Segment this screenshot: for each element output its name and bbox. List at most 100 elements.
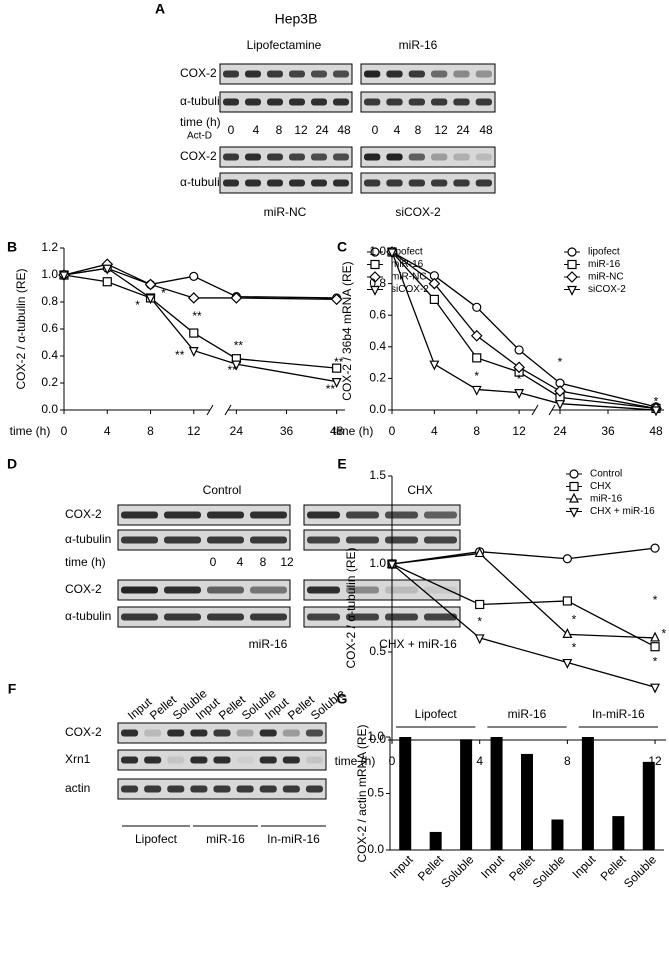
- band: [267, 153, 283, 161]
- band: [250, 586, 287, 594]
- band: [305, 785, 323, 793]
- axis-break: [531, 404, 539, 416]
- marker: [370, 285, 380, 296]
- band: [386, 179, 403, 187]
- band: [190, 785, 208, 793]
- band: [236, 756, 254, 764]
- band: [259, 729, 277, 737]
- label: COX-2: [180, 66, 217, 80]
- y-tick-label: 0.5: [367, 786, 384, 800]
- annotation: *: [558, 355, 563, 369]
- lane-label: 12: [280, 555, 294, 569]
- x-tick-label: 48: [330, 424, 344, 438]
- lane-label: 12: [294, 123, 308, 137]
- marker: [562, 658, 573, 669]
- marker: [650, 642, 660, 652]
- band: [305, 756, 323, 764]
- marker: [562, 554, 572, 564]
- series-line: [391, 563, 656, 648]
- band: [333, 98, 349, 106]
- marker: [144, 278, 157, 291]
- band: [385, 536, 418, 544]
- band: [364, 153, 381, 161]
- marker: [189, 271, 199, 281]
- band: [282, 729, 300, 737]
- bar: [581, 737, 594, 850]
- y-tick-label: 1.5: [369, 468, 386, 482]
- y-tick-label: 0.0: [367, 842, 384, 856]
- marker: [513, 361, 525, 374]
- y-axis-label: COX-2 / 36b4 mRNA (RE): [340, 261, 354, 400]
- band: [250, 536, 287, 544]
- y-tick-label: 0.0: [41, 402, 58, 416]
- x-tick-label: 0: [389, 424, 396, 438]
- y-axis-label: COX-2 / α-tubulin (RE): [14, 269, 28, 390]
- marker: [470, 329, 483, 342]
- panel-letter: D: [7, 456, 17, 472]
- band: [121, 536, 158, 544]
- annotation: *: [572, 641, 577, 655]
- band: [245, 70, 261, 78]
- band: [424, 613, 457, 621]
- band: [311, 70, 327, 78]
- marker: [567, 247, 577, 257]
- band: [333, 179, 349, 187]
- band: [167, 756, 185, 764]
- x-tick-label: 24: [230, 424, 244, 438]
- lane-label: 4: [394, 123, 401, 137]
- blot: [303, 579, 461, 601]
- legend-label: Control: [590, 469, 622, 480]
- marker: [474, 634, 485, 645]
- legend-label: siCOX-2: [391, 284, 429, 295]
- label: CHX: [407, 483, 432, 497]
- lane-label: 48: [479, 123, 493, 137]
- x-tick-label: 4: [431, 424, 438, 438]
- label: COX-2: [65, 507, 102, 521]
- marker: [145, 294, 156, 305]
- panel-letter: C: [337, 239, 347, 255]
- legend-label: miR-16: [590, 494, 623, 505]
- legend-label: CHX + miR-16: [590, 506, 655, 517]
- legend-label: CHX: [590, 481, 611, 492]
- annotation: **: [228, 363, 238, 377]
- marker: [471, 385, 482, 396]
- annotation: *: [135, 298, 140, 312]
- lane-label: 48: [337, 123, 351, 137]
- lane-label: 0: [372, 123, 379, 137]
- legend-label: miR-NC: [588, 272, 624, 283]
- band: [424, 536, 457, 544]
- label: Lipofect: [135, 832, 178, 846]
- label: Lipofectamine: [247, 38, 322, 52]
- band: [223, 70, 239, 78]
- annotation: *: [474, 369, 479, 383]
- band: [259, 756, 277, 764]
- band: [431, 153, 448, 161]
- marker: [562, 596, 572, 606]
- marker: [569, 507, 579, 518]
- marker: [59, 271, 69, 282]
- band: [475, 179, 492, 187]
- y-tick-label: 0.6: [41, 321, 58, 335]
- band: [475, 153, 492, 161]
- band: [307, 613, 340, 621]
- marker: [102, 264, 113, 275]
- panel-letter: E: [337, 456, 346, 472]
- band: [453, 153, 470, 161]
- series-line: [391, 251, 657, 411]
- band: [364, 179, 381, 187]
- marker: [370, 247, 380, 257]
- series-line: [391, 251, 657, 410]
- marker: [331, 378, 342, 388]
- label: α-tubulin: [180, 175, 226, 189]
- band: [307, 586, 340, 594]
- marker: [231, 360, 242, 371]
- band: [346, 586, 379, 594]
- annotation: *: [654, 394, 659, 408]
- label: siCOX-2: [395, 205, 441, 219]
- marker: [651, 406, 661, 417]
- blot: [303, 504, 461, 526]
- blot: [303, 529, 461, 551]
- axis-break: [206, 404, 214, 416]
- label: Xrn1: [65, 752, 91, 766]
